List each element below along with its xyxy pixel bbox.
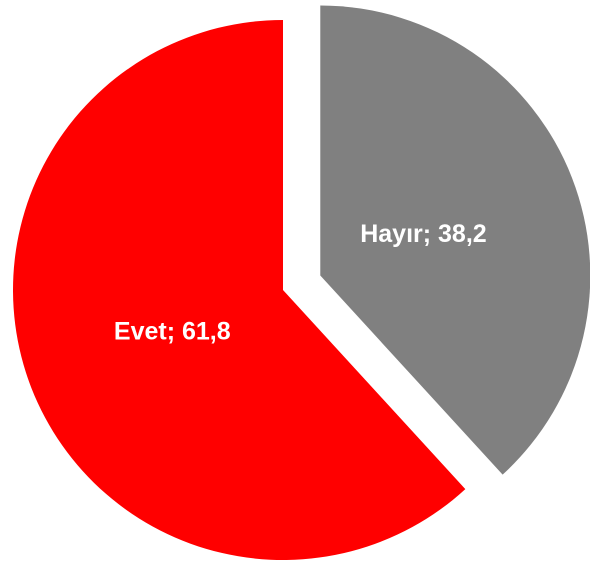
data-label: Hayır; 38,2 bbox=[360, 220, 486, 248]
data-label: Evet; 61,8 bbox=[114, 318, 231, 346]
pie-slice bbox=[320, 5, 590, 475]
pie-slice bbox=[12, 20, 466, 560]
